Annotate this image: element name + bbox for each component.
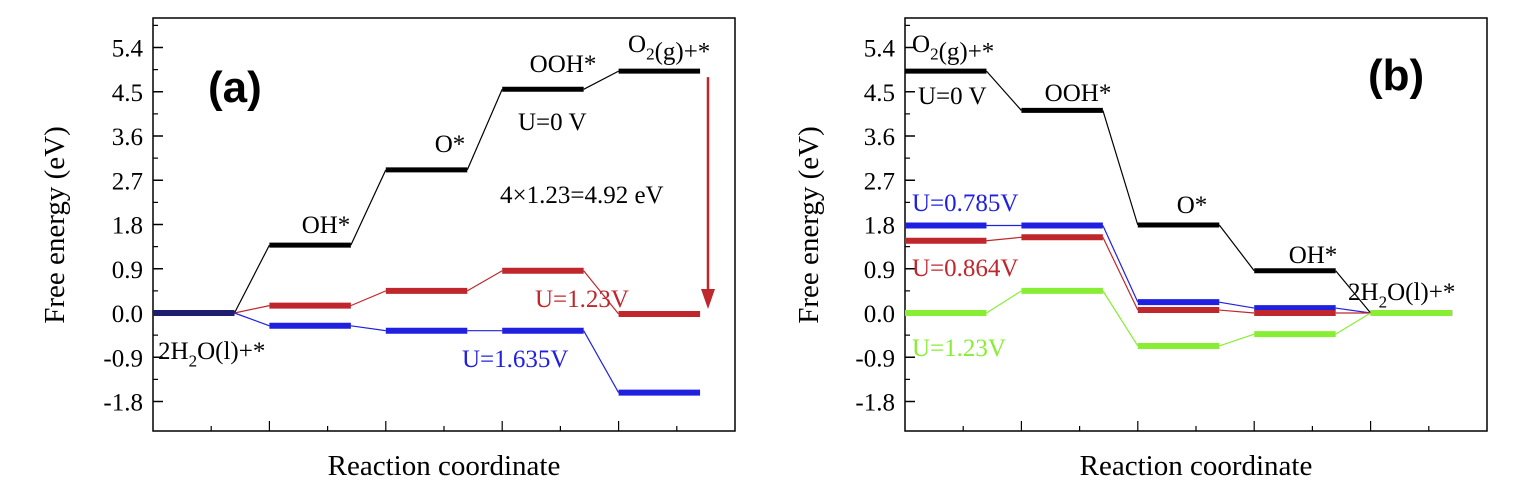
y-tick-label: 3.6 (112, 124, 143, 151)
x-ticks-a (210, 421, 678, 431)
series-U=1.635V (153, 310, 701, 396)
labels-b: O2(g)+* U=0 V OOH* O* OH* 2H2O(l)+* U=0.785V U=… (912, 31, 1455, 362)
y-tick-label: 5.4 (864, 36, 896, 63)
y-tick-label: -0.9 (103, 345, 143, 372)
labels-a: 2H2O(l)+* OH* O* OOH* O2(g)+* U=0 V U=1.23V U=1… (158, 31, 715, 373)
connector-line (1335, 270, 1372, 314)
y-axis-label-b: Free energy (eV) (793, 126, 825, 324)
y-tick-label: 4.5 (112, 80, 143, 107)
x-axis-label-b: Reaction coordinate (1080, 450, 1313, 482)
state-label: 2H2O(l)+* (1348, 279, 1455, 312)
state-label: O2(g)+* (628, 31, 710, 66)
state-label: OH* (302, 212, 351, 239)
connector-line (1219, 309, 1255, 314)
y-tick-label: 0.9 (864, 257, 895, 284)
y-tick-label: 4.5 (864, 80, 895, 107)
series-label: U=1.23V (535, 286, 629, 313)
series-label: U=1.23V (912, 335, 1006, 362)
connector-line (986, 236, 1022, 242)
state-label: OOH* (1045, 80, 1112, 107)
connector-line (350, 290, 387, 307)
connector-line (583, 330, 620, 393)
y-tick-label: 0.0 (112, 301, 143, 328)
arrow-head (701, 289, 715, 309)
series-label: U=0 V (518, 109, 587, 136)
state-label: 2H2O(l)+* (158, 338, 265, 371)
annotation: 4×1.23=4.92 eV (500, 182, 664, 209)
state-label: OOH* (530, 51, 597, 78)
y-tick-label: 5.4 (112, 36, 144, 63)
state-label: OH* (1289, 242, 1338, 269)
series-label: U=0.864V (912, 255, 1018, 282)
connector-line (350, 169, 387, 246)
connector-line (986, 290, 1022, 314)
series-label: U=0.785V (912, 190, 1018, 217)
series-label: U=1.635V (462, 346, 568, 373)
state-label: O* (435, 131, 466, 158)
connector-line (466, 89, 503, 171)
series-U=1.23V (905, 287, 1453, 349)
y-tick-label: -1.8 (103, 390, 143, 417)
y-tick-label: 2.7 (112, 168, 143, 195)
state-label: O* (1177, 192, 1208, 219)
y-tick-label: 0.9 (112, 257, 143, 284)
connector-line (1219, 301, 1255, 309)
connector-line (234, 312, 270, 327)
y-tick-label: -1.8 (855, 390, 895, 417)
connector-line (234, 305, 270, 314)
connector-line (583, 70, 619, 90)
y-ticks-a: -1.8 -0.9 0.0 0.9 1.8 2.7 3.6 4.5 5.4 (103, 24, 163, 417)
connector-line (986, 70, 1022, 111)
connector-line (233, 244, 270, 314)
y-tick-label: 2.7 (864, 168, 895, 195)
connector-line (1102, 237, 1139, 311)
connector-line (1102, 290, 1139, 347)
y-tick-label: 0.0 (864, 301, 895, 328)
connector-line (1102, 110, 1139, 226)
y-tick-label: 3.6 (864, 124, 895, 151)
y-tick-label: 1.8 (864, 213, 895, 240)
x-axis-label-a: Reaction coordinate (328, 450, 561, 482)
y-tick-label: -0.9 (855, 345, 895, 372)
connector-line (466, 270, 503, 292)
panel-label-b: (b) (1368, 51, 1424, 100)
series-lines-b (905, 68, 1453, 349)
connector-line (1335, 307, 1371, 314)
y-ticks-b: -1.8 -0.9 0.0 0.9 1.8 2.7 3.6 4.5 5.4 (855, 24, 915, 417)
connector-line (1219, 333, 1255, 347)
connector-line (350, 325, 386, 332)
connector-line (1102, 225, 1139, 303)
connector-line (1335, 312, 1371, 335)
panel-b: -1.8 -0.9 0.0 0.9 1.8 2.7 3.6 4.5 5.4 O2(g)+* U=0… (793, 17, 1488, 482)
state-label: O2(g)+* (912, 31, 994, 66)
series-lines-a (153, 68, 701, 396)
connector-line (1218, 224, 1255, 272)
panel-label-a: (a) (208, 63, 262, 112)
panel-a: -1.8 -0.9 0.0 0.9 1.8 2.7 3.6 4.5 5.4 2H2O(l)+* O… (39, 17, 736, 482)
x-ticks-b (962, 421, 1430, 431)
y-axis-label-a: Free energy (eV) (39, 126, 71, 324)
connector-line (583, 270, 620, 315)
series-label: U=0 V (918, 83, 987, 110)
y-tick-label: 1.8 (112, 213, 143, 240)
